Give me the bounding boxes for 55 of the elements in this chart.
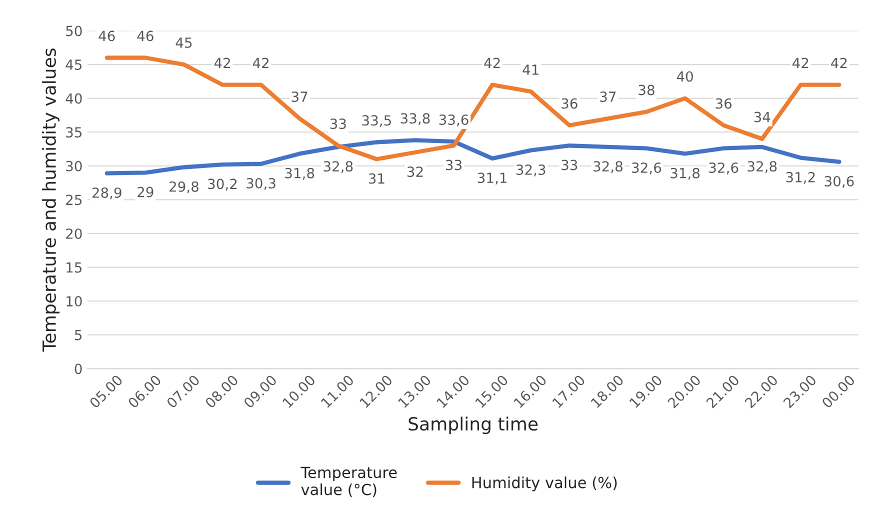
y-tick-label: 0 [74, 364, 82, 374]
y-tick-label: 40 [66, 93, 82, 104]
data-label: 30,3 [246, 178, 276, 190]
y-tick-label: 50 [66, 26, 82, 36]
data-label: 38 [638, 84, 654, 96]
data-label: 42 [484, 58, 500, 68]
y-tick-label: 10 [66, 296, 82, 307]
y-tick-label: 5 [74, 330, 82, 340]
data-label: 42 [792, 58, 808, 68]
data-label: 37 [292, 91, 308, 102]
data-label: 33,8 [400, 113, 430, 126]
data-label: 46 [98, 30, 115, 42]
data-label: 32,8 [594, 161, 622, 174]
data-label: 29 [138, 186, 154, 198]
data-label: 36 [562, 98, 578, 109]
data-label: 31,2 [786, 172, 815, 184]
y-tick-label: 35 [66, 127, 82, 138]
data-label: 42 [252, 58, 268, 68]
data-label: 46 [137, 30, 154, 42]
y-tick-label: 45 [66, 60, 82, 70]
data-label: 31,1 [478, 172, 506, 185]
data-label: 32,6 [632, 162, 662, 174]
data-label: 41 [522, 64, 538, 75]
data-label: 34 [754, 112, 770, 122]
data-label: 30,2 [208, 178, 237, 191]
data-label: 37 [600, 91, 616, 102]
data-label: 45 [176, 38, 192, 48]
y-tick-label: 20 [66, 228, 82, 239]
data-label: 33,5 [362, 115, 391, 128]
data-label: 31,8 [285, 168, 314, 180]
data-label: 42 [214, 58, 230, 68]
x-axis-title: Sampling time [408, 416, 538, 434]
data-label: 32,8 [324, 161, 353, 174]
legend-label: Temperature value (°C) [300, 466, 397, 498]
data-label: 33 [330, 118, 346, 130]
data-label: 33,6 [439, 114, 468, 126]
y-tick-label: 15 [66, 262, 82, 273]
data-label: 32,8 [748, 161, 777, 174]
legend-label: Humidity value (%) [472, 476, 617, 492]
y-tick-label: 25 [66, 194, 82, 206]
y-axis-title: Temperature and humidity values [42, 48, 60, 352]
data-label: 42 [831, 58, 847, 68]
data-label: 29,8 [170, 181, 198, 194]
data-label: 32,3 [516, 164, 546, 176]
data-label: 28,9 [92, 187, 122, 200]
y-tick-label: 30 [66, 160, 82, 172]
data-label: 40 [676, 71, 693, 82]
data-label: 33 [446, 160, 462, 170]
data-label: 33 [562, 160, 578, 170]
data-label: 31,8 [670, 168, 700, 180]
data-label: 32 [407, 166, 423, 178]
data-label: 30,6 [824, 176, 854, 188]
data-label: 36 [716, 98, 732, 109]
data-label: 32,6 [709, 162, 738, 174]
data-label: 31 [368, 173, 384, 184]
